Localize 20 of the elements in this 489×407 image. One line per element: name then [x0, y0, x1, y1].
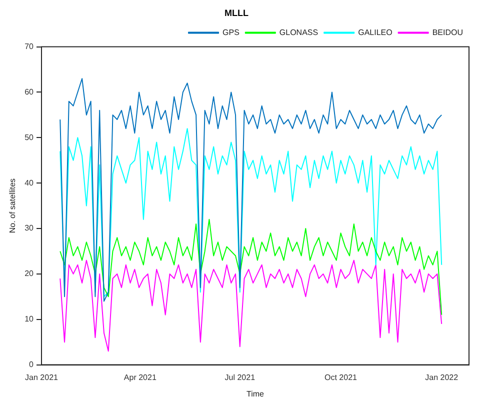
y-tick-label: 10 [24, 314, 34, 324]
y-tick-label: 60 [24, 87, 34, 96]
x-tick-label: Jul 2021 [224, 372, 256, 382]
y-axis-title: No. of satellites [8, 178, 18, 234]
y-tick-label: 40 [24, 178, 34, 188]
y-tick-label: 20 [24, 269, 34, 278]
x-tick-label: Oct 2021 [324, 372, 358, 382]
y-tick-label: 50 [24, 132, 34, 142]
chart-title: MLLL [224, 8, 249, 18]
legend-label: GLONASS [279, 28, 318, 38]
y-tick-label: 30 [24, 224, 34, 233]
y-tick-label: 70 [24, 42, 34, 52]
x-axis-title: Time [246, 389, 265, 398]
x-tick-label: Apr 2021 [124, 372, 157, 382]
y-tick-label: 0 [29, 360, 34, 370]
x-tick-label: Jan 2021 [25, 372, 59, 382]
legend-label: GALILEO [358, 28, 392, 38]
x-tick-label: Jan 2022 [425, 372, 459, 382]
legend-label: BEIDOU [432, 28, 464, 38]
legend-label: GPS [222, 28, 240, 38]
